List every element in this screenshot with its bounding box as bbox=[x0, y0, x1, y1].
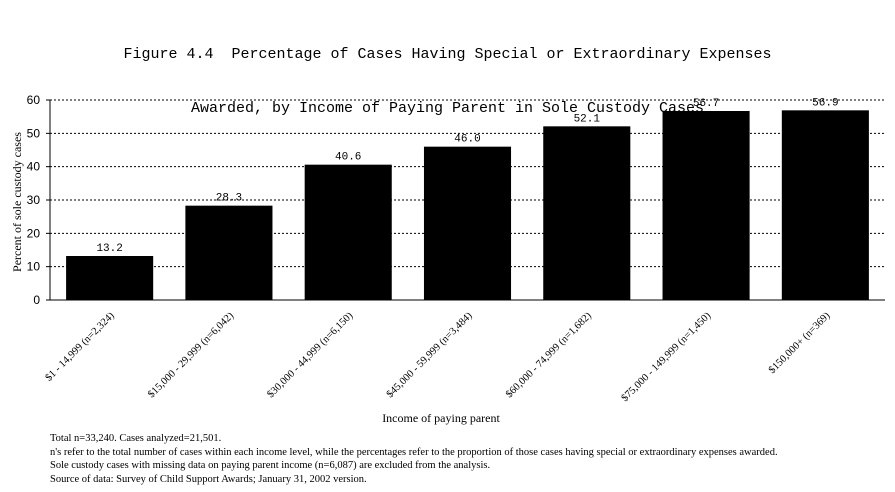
bar bbox=[304, 164, 392, 300]
chart-title-line-2: Awarded, by Income of Paying Parent in S… bbox=[190, 100, 705, 117]
x-category-label: $30,000 - 44,999 (n=6,150) bbox=[265, 310, 355, 400]
chart-title-line-1: Figure 4.4 Percentage of Cases Having Sp… bbox=[123, 46, 772, 63]
y-tick-label: 60 bbox=[27, 93, 41, 107]
x-category-label: $75,000 - 149,999 (n=1,450) bbox=[620, 310, 714, 404]
y-tick-label: 40 bbox=[27, 160, 41, 174]
chart-title: Figure 4.4 Percentage of Cases Having Sp… bbox=[0, 10, 895, 136]
x-category-label: $60,000 - 74,999 (n=1,682) bbox=[504, 310, 594, 400]
chart-notes: Total n=33,240. Cases analyzed=21,501. n… bbox=[50, 432, 778, 486]
note-total: Total n=33,240. Cases analyzed=21,501. bbox=[50, 433, 222, 444]
x-category-label: $1 - 14,999 (n=2,324) bbox=[44, 310, 118, 384]
y-tick-label: 30 bbox=[27, 193, 41, 207]
bar bbox=[543, 126, 631, 300]
x-axis-title: Income of paying parent bbox=[382, 411, 500, 425]
bar-value-label: 28.3 bbox=[216, 193, 242, 205]
note-n-definition: n's refer to the total number of cases w… bbox=[50, 446, 778, 458]
y-tick-label: 50 bbox=[27, 126, 41, 140]
bars bbox=[66, 110, 869, 300]
bar-value-label: 40.6 bbox=[335, 152, 361, 164]
bar bbox=[185, 205, 273, 300]
bar-value-label: 13.2 bbox=[96, 243, 122, 255]
bar-value-label: 56.7 bbox=[693, 98, 719, 110]
bar-chart: 0 10 20 30 40 50 60 $1 - 14,999 (n=2,324) $15,00… bbox=[10, 93, 885, 425]
note-missing-data: Sole custody cases with missing data on … bbox=[50, 460, 491, 471]
x-category-label: $15,000 - 29,999 (n=6,042) bbox=[146, 310, 236, 400]
bar bbox=[781, 110, 869, 300]
bar-value-label: 46.0 bbox=[454, 134, 480, 146]
y-tick-label: 0 bbox=[33, 293, 40, 307]
bar bbox=[423, 146, 512, 300]
y-axis-title: Percent of sole custody cases bbox=[10, 132, 24, 272]
y-tick-label: 10 bbox=[27, 260, 41, 274]
bar-value-label: 52.1 bbox=[574, 113, 601, 125]
bar-value-label: 56.9 bbox=[812, 97, 838, 109]
bar bbox=[66, 256, 154, 300]
note-source: Source of data: Survey of Child Support … bbox=[50, 473, 367, 485]
y-tick-label: 20 bbox=[27, 226, 41, 240]
x-category-label: $150,000+ (n=369) bbox=[767, 310, 833, 376]
bar bbox=[662, 111, 750, 300]
data-labels: 13.2 28.3 40.6 46.0 52.1 56.7 56.9 bbox=[96, 97, 838, 255]
x-category-label: $45,000 - 59,999 (n=3,484) bbox=[385, 310, 475, 400]
